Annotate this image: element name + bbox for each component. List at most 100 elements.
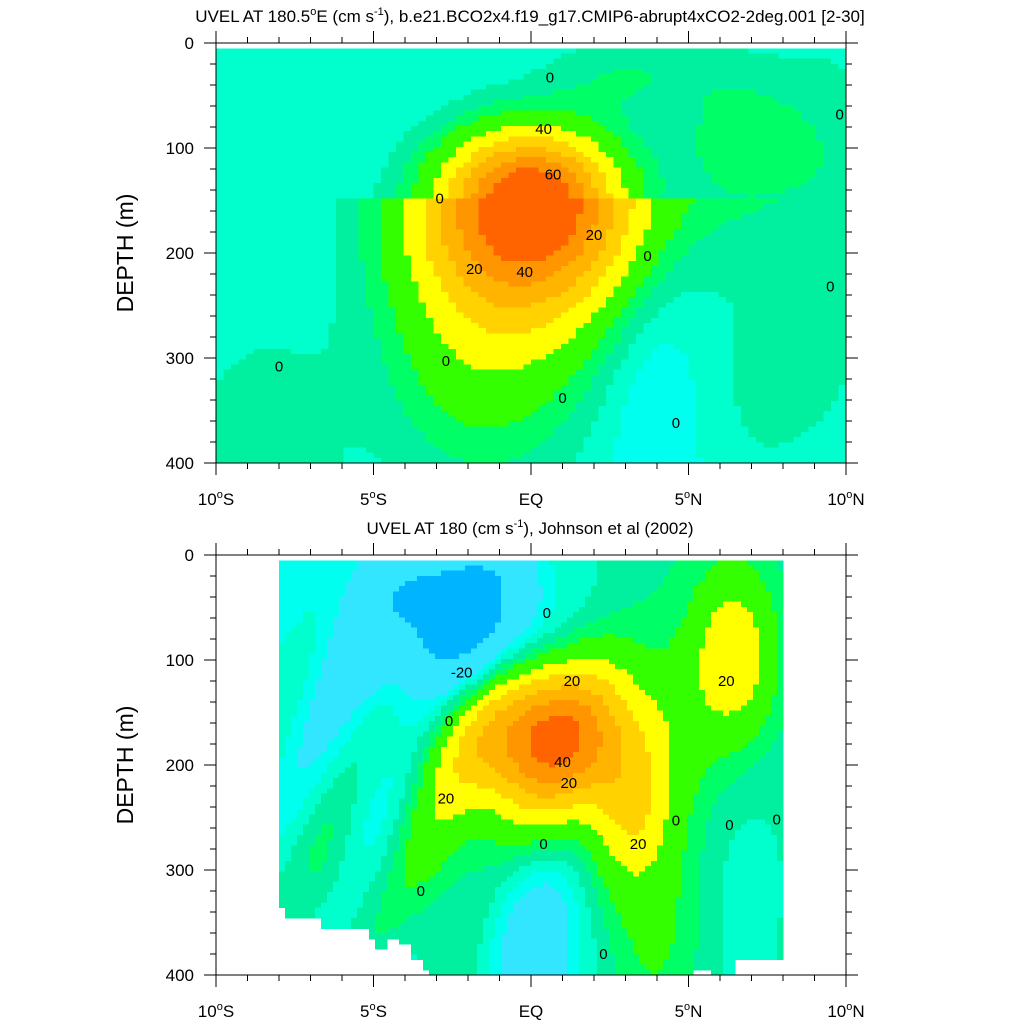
contour-cell [598,343,615,350]
contour-cell [613,198,637,205]
contour-cell [675,933,700,940]
contour-cell [759,648,778,655]
y-tick-label: 300 [166,349,194,368]
contour-cell [315,612,340,618]
contour-cell [621,307,637,314]
contour-label: 40 [554,754,571,771]
contour-cell [675,907,700,914]
contour-cell [733,317,847,324]
contour-cell [687,601,724,608]
contour-cell [598,162,615,169]
contour-cell [591,421,622,428]
contour-cell [411,622,496,629]
contour-cell [696,126,817,132]
contour-cell [448,343,562,350]
contour-cell [216,167,382,174]
x-tick-label: 5oN [675,489,703,509]
contour-cell [363,835,376,841]
contour-cell [369,798,388,805]
contour-cell [531,736,580,743]
contour-cell [381,354,412,360]
contour-cell [429,746,442,753]
contour-cell [309,669,322,675]
contour-cell [591,354,607,360]
contour-cell [561,385,592,392]
contour-cell [396,188,412,195]
contour-cell [216,183,375,189]
contour-cell [471,167,495,174]
contour-cell [495,622,532,629]
contour-cell [418,286,442,293]
contour-cell [765,720,784,727]
contour-cell [418,120,450,127]
contour-cell [741,601,772,608]
contour-cell [358,255,382,262]
contour-cell [495,710,526,717]
contour-cell [423,762,442,769]
contour-cell [693,809,712,815]
contour-cell [333,757,412,764]
contour-cell [279,835,298,841]
contour-cell [579,943,598,950]
contour-cell [279,752,286,758]
contour-cell [613,452,697,459]
contour-cell [639,684,700,691]
contour-cell [613,323,630,329]
contour-cell [309,653,328,660]
contour-cell [609,658,700,665]
contour-cell [591,850,610,857]
contour-cell [279,886,334,893]
contour-cell [546,157,577,163]
contour-cell [567,923,580,929]
contour-cell [303,731,340,738]
contour-cell [615,720,640,727]
contour-cell [381,203,405,210]
contour-cell [658,193,750,200]
contour-cell [651,803,670,810]
contour-cell [591,265,607,272]
contour-cell [639,871,682,878]
contour-cell [339,876,376,883]
contour-cell [576,333,607,340]
contour-cell [405,871,436,878]
contour-cell [405,917,484,924]
contour-cell [651,798,670,805]
contour-cell [399,809,406,815]
contour-cell [748,193,757,200]
contour-cell [621,923,676,929]
contour-cell [733,359,847,366]
contour-cell [597,560,676,567]
contour-cell [621,141,645,148]
contour-cell [507,777,538,784]
contour-cell [279,777,322,784]
contour-cell [633,715,664,722]
contour-cell [501,653,514,660]
contour-cell [448,411,532,417]
contour-cell [417,793,436,800]
contour-cell [549,648,700,655]
contour-cell [643,281,660,288]
contour-cell [448,452,525,459]
contour-cell [417,777,424,784]
contour-cell [598,250,622,257]
contour-cell [246,354,382,360]
contour-cell [576,214,600,220]
contour-cell [717,606,748,613]
contour-cell [537,580,556,587]
contour-cell [375,788,388,795]
contour-cell [448,188,465,195]
contour-cell [393,824,400,831]
contour-cell [366,276,382,283]
contour-cell [403,338,442,345]
contour-cell [351,762,358,769]
contour-cell [279,829,286,836]
contour-cell [651,354,690,360]
contour-cell [327,850,346,857]
contour-cell [453,689,460,696]
contour-cell [411,783,424,789]
contour-cell [463,177,480,184]
contour-cell [216,426,420,433]
contour-cell [456,151,472,158]
contour-cell [591,426,622,433]
contour-cell [636,198,652,205]
